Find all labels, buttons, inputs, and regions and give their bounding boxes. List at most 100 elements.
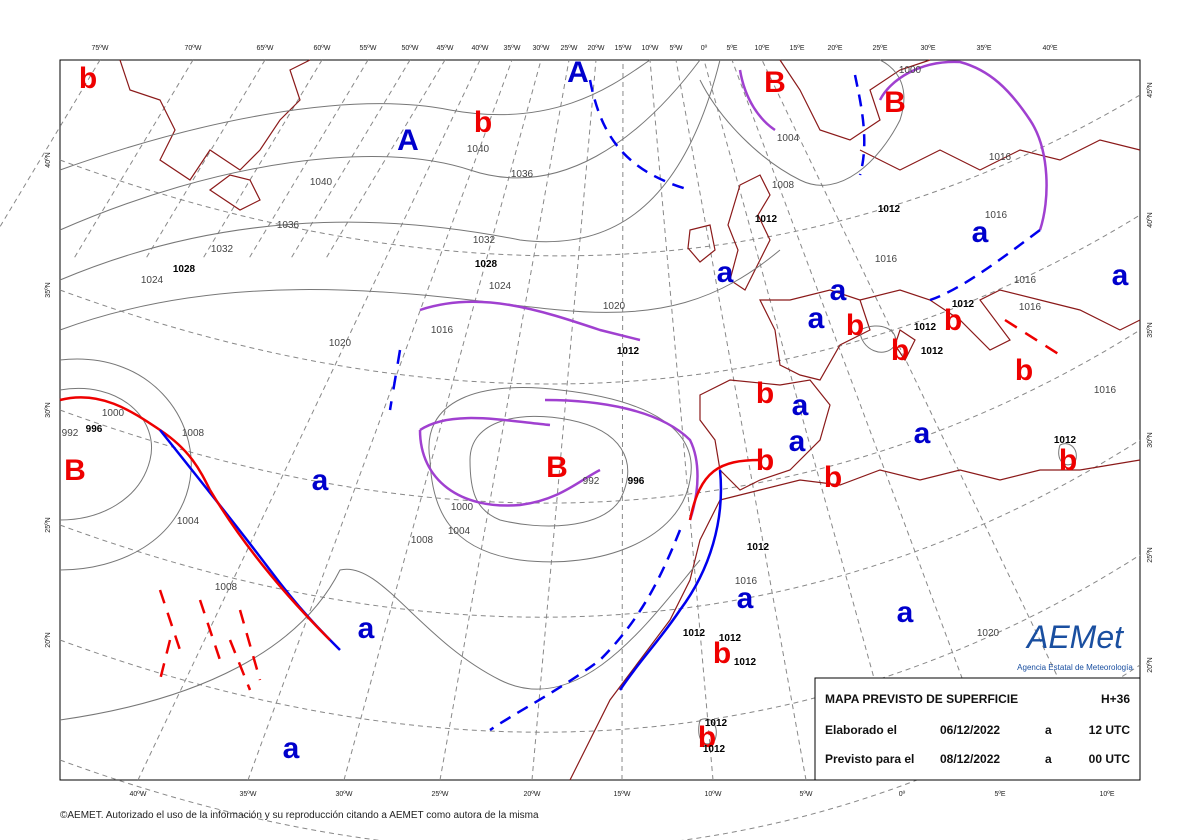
graticule <box>0 59 1141 840</box>
isobar-label: 1020 <box>329 338 352 349</box>
pressure-center: B <box>64 454 86 487</box>
longitude-label: 5ºW <box>669 45 682 52</box>
longitude-label: 10ºE <box>1099 791 1114 798</box>
longitude-label: 40ºE <box>1042 45 1057 52</box>
latitude-label: 20ºN <box>45 632 52 647</box>
isobar-label: 1008 <box>411 535 434 546</box>
parallel <box>59 439 1141 618</box>
isobar-label: 1004 <box>448 526 471 537</box>
isobars <box>59 59 1077 745</box>
pressure-center: a <box>897 596 914 629</box>
isobar-label: 1012 <box>617 346 640 357</box>
latitude-label: 45ºN <box>1147 82 1154 97</box>
isobar-label: 1012 <box>734 657 757 668</box>
pressure-center: a <box>914 417 931 450</box>
isobar-label: 1000 <box>899 65 922 76</box>
isobar-label: 1016 <box>1019 302 1042 313</box>
pressure-center: b <box>756 444 774 477</box>
meridian <box>731 59 1001 781</box>
latitude-label: 35ºN <box>1147 322 1154 337</box>
isobar-label: 1012 <box>683 628 706 639</box>
pressure-center: a <box>972 216 989 249</box>
latitude-label: 25ºN <box>45 517 52 532</box>
isobar-label: 1036 <box>277 220 300 231</box>
isobar-label: 1036 <box>511 169 534 180</box>
latitude-label: 25ºN <box>1147 547 1154 562</box>
longitude-label: 35ºW <box>240 791 257 798</box>
longitude-label: 70ºW <box>185 45 202 52</box>
latitude-label: 30ºN <box>45 402 52 417</box>
latitude-label: 40ºN <box>45 152 52 167</box>
longitude-label: 15ºW <box>615 45 632 52</box>
longitude-label: 15ºW <box>614 791 631 798</box>
meridian <box>675 59 807 781</box>
fronts <box>59 60 1061 732</box>
isobar-label: 1020 <box>603 301 626 312</box>
pressure-center: b <box>1059 444 1077 477</box>
longitude-label: 50ºW <box>402 45 419 52</box>
pressure-center: a <box>830 274 847 307</box>
longitude-label: 45ºW <box>437 45 454 52</box>
meridian <box>649 59 714 781</box>
longitude-label: 5ºE <box>726 45 737 52</box>
longitude-label: 40ºW <box>472 45 489 52</box>
meridian <box>0 59 101 228</box>
isobar-label: 1004 <box>177 516 200 527</box>
parallel <box>59 214 1141 385</box>
pressure-center: A <box>567 56 589 89</box>
pressure-center: b <box>891 334 909 367</box>
parallel <box>59 329 1141 504</box>
meridian <box>761 59 1108 781</box>
latitude-label: 40ºN <box>1147 212 1154 227</box>
isobar-label: 1028 <box>475 259 498 270</box>
longitude-label: 0º <box>701 45 708 52</box>
pressure-center: A <box>397 124 419 157</box>
longitude-label: 20ºW <box>524 791 541 798</box>
isobar-label: 1012 <box>705 718 728 729</box>
meridian <box>289 59 411 261</box>
info-date: 08/12/2022 <box>940 752 1000 766</box>
longitude-label: 30ºW <box>533 45 550 52</box>
isobar-label: 1012 <box>747 542 770 553</box>
isobar-label: 1016 <box>989 152 1012 163</box>
isobar-label: 1016 <box>431 325 454 336</box>
isobar-label: 1012 <box>914 322 937 333</box>
pressure-center: b <box>79 62 97 95</box>
meridian <box>439 59 570 781</box>
pressure-center: B <box>546 451 568 484</box>
longitude-label: 75ºW <box>92 45 109 52</box>
isobar-label: 992 <box>62 428 79 439</box>
logo-subtitle: Agencia Estatal de Meteorología <box>1017 663 1133 672</box>
isobar-label: 1032 <box>473 235 496 246</box>
pressure-center: b <box>944 304 962 337</box>
pressure-center: b <box>756 377 774 410</box>
longitude-label: 5ºE <box>994 791 1005 798</box>
isobar-label: 1040 <box>310 177 333 188</box>
parallel <box>59 554 1141 733</box>
meridian <box>72 59 194 261</box>
longitude-label: 25ºW <box>561 45 578 52</box>
isobar-label: 996 <box>628 476 645 487</box>
isobar-label: 1012 <box>755 214 778 225</box>
info-label: Elaborado el <box>825 723 897 737</box>
latitude-label: 30ºN <box>1147 432 1154 447</box>
pressure-center: b <box>1015 354 1033 387</box>
longitude-label: 30ºW <box>336 791 353 798</box>
isobar-label: 1012 <box>1054 435 1077 446</box>
pressure-center: a <box>312 464 329 497</box>
longitude-label: 65ºW <box>257 45 274 52</box>
longitude-label: 10ºW <box>642 45 659 52</box>
isobar-label: 1032 <box>211 244 234 255</box>
map-frame <box>59 59 1141 781</box>
longitude-label: 40ºW <box>130 791 147 798</box>
isobar-label: 1016 <box>875 254 898 265</box>
longitude-label: 30ºE <box>920 45 935 52</box>
isobar-label: 1000 <box>451 502 474 513</box>
longitude-label: 10ºE <box>754 45 769 52</box>
pressure-center: b <box>713 637 731 670</box>
meridian <box>247 59 513 781</box>
latitude-label: 35ºN <box>45 282 52 297</box>
pressure-center: B <box>884 86 906 119</box>
longitude-label: 10ºW <box>705 791 722 798</box>
